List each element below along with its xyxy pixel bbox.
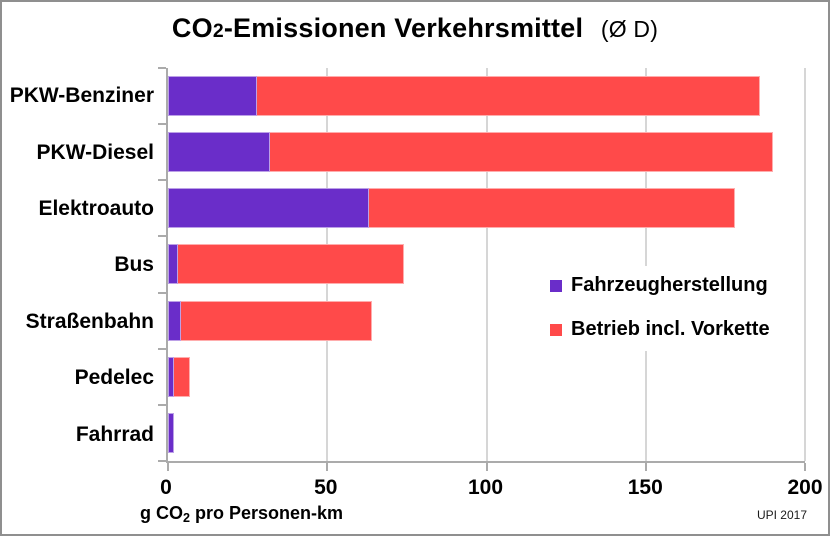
- bar-row: [168, 405, 805, 461]
- bar-row: [168, 124, 805, 180]
- stacked-bar: [168, 188, 805, 229]
- bar-row: [168, 236, 805, 292]
- category-label: Straßenbahn: [25, 309, 154, 333]
- y-axis-tick: [158, 403, 166, 406]
- x-tick-labels: 0 50 100 150 200: [160, 476, 822, 502]
- y-axis-tick: [158, 67, 166, 69]
- axis-label-subscript: 2: [183, 511, 191, 526]
- gridline: [485, 68, 488, 461]
- stacked-bar: [168, 244, 805, 285]
- bar-segment-fahrzeugherstellung: [168, 356, 175, 397]
- gridline: [644, 68, 647, 461]
- bar-segment-fahrzeugherstellung: [168, 132, 270, 173]
- bar-segment-fahrzeugherstellung: [168, 76, 258, 117]
- x-axis-tick: [485, 463, 488, 471]
- y-axis-tick: [158, 179, 166, 182]
- plot-area: [158, 67, 806, 471]
- stacked-bar: [168, 132, 805, 173]
- bar-segment-betrieb: [368, 188, 735, 229]
- legend-label-betrieb: Betrieb incl. Vorkette: [571, 318, 770, 340]
- bar-row: [168, 293, 805, 349]
- x-axis-tick: [326, 463, 329, 471]
- bar-segment-fahrzeugherstellung: [168, 300, 181, 341]
- bar-segment-betrieb: [174, 356, 191, 397]
- category-label: Fahrrad: [75, 422, 154, 446]
- category-label: Bus: [114, 253, 154, 277]
- y-axis-tick: [158, 291, 166, 294]
- gridline: [804, 68, 806, 461]
- category-label: PKW-Benziner: [9, 84, 154, 108]
- legend-item-betrieb: Betrieb incl. Vorkette: [550, 318, 770, 341]
- category-label: Elektroauto: [38, 197, 154, 221]
- chart-title-suffix: (Ø D): [600, 16, 659, 42]
- category-label: PKW-Diesel: [36, 140, 154, 164]
- source-credit: UPI 2017: [756, 508, 807, 522]
- stacked-bar: [168, 412, 805, 453]
- x-axis-tick: [804, 463, 806, 471]
- y-axis-tick: [158, 123, 166, 126]
- y-axis-tick: [158, 460, 166, 462]
- bar-row: [168, 180, 805, 236]
- stacked-bar: [168, 356, 805, 397]
- title-subscript: 2: [212, 20, 224, 42]
- bar-row: [168, 68, 805, 124]
- x-tick-label: 50: [314, 476, 338, 499]
- y-axis-tick: [158, 235, 166, 238]
- legend-swatch-fahrzeugherstellung-icon: [550, 279, 562, 292]
- legend-item-fahrzeugherstellung: Fahrzeugherstellung: [550, 274, 770, 297]
- x-tick-label: 100: [467, 476, 504, 499]
- x-tick-label: 200: [787, 476, 823, 499]
- bar-segment-fahrzeugherstellung: [168, 244, 178, 285]
- chart-title: CO2-Emissionen Verkehrsmittel (Ø D): [2, 13, 828, 44]
- legend-swatch-betrieb-icon: [550, 323, 562, 336]
- category-labels: PKW-Benziner PKW-Diesel Elektroauto Bus Stra…: [2, 68, 154, 463]
- x-tick-label: 150: [627, 476, 663, 499]
- x-axis-tick: [644, 463, 647, 471]
- stacked-bar: [168, 300, 805, 341]
- x-axis-title: g CO2 pro Personen-km: [140, 503, 344, 526]
- x-axis-tick: [167, 463, 169, 471]
- bar-segment-betrieb: [257, 76, 761, 117]
- bar-segment-fahrzeugherstellung: [168, 412, 175, 453]
- bar-segment-fahrzeugherstellung: [168, 188, 369, 229]
- bar-segment-betrieb: [269, 132, 774, 173]
- legend-label-fahrzeugherstellung: Fahrzeugherstellung: [571, 274, 768, 296]
- bar-row: [168, 349, 805, 405]
- stacked-bar: [168, 76, 805, 117]
- x-tick-label: 0: [160, 476, 172, 499]
- bar-segment-betrieb: [177, 244, 404, 285]
- bar-segment-betrieb: [180, 300, 372, 341]
- bars-container: [168, 68, 805, 461]
- y-axis-tick: [158, 347, 166, 350]
- category-label: Pedelec: [74, 366, 154, 390]
- chart-title-main: CO2-Emissionen Verkehrsmittel: [171, 13, 584, 43]
- legend: Fahrzeugherstellung Betrieb incl. Vorket…: [540, 266, 782, 351]
